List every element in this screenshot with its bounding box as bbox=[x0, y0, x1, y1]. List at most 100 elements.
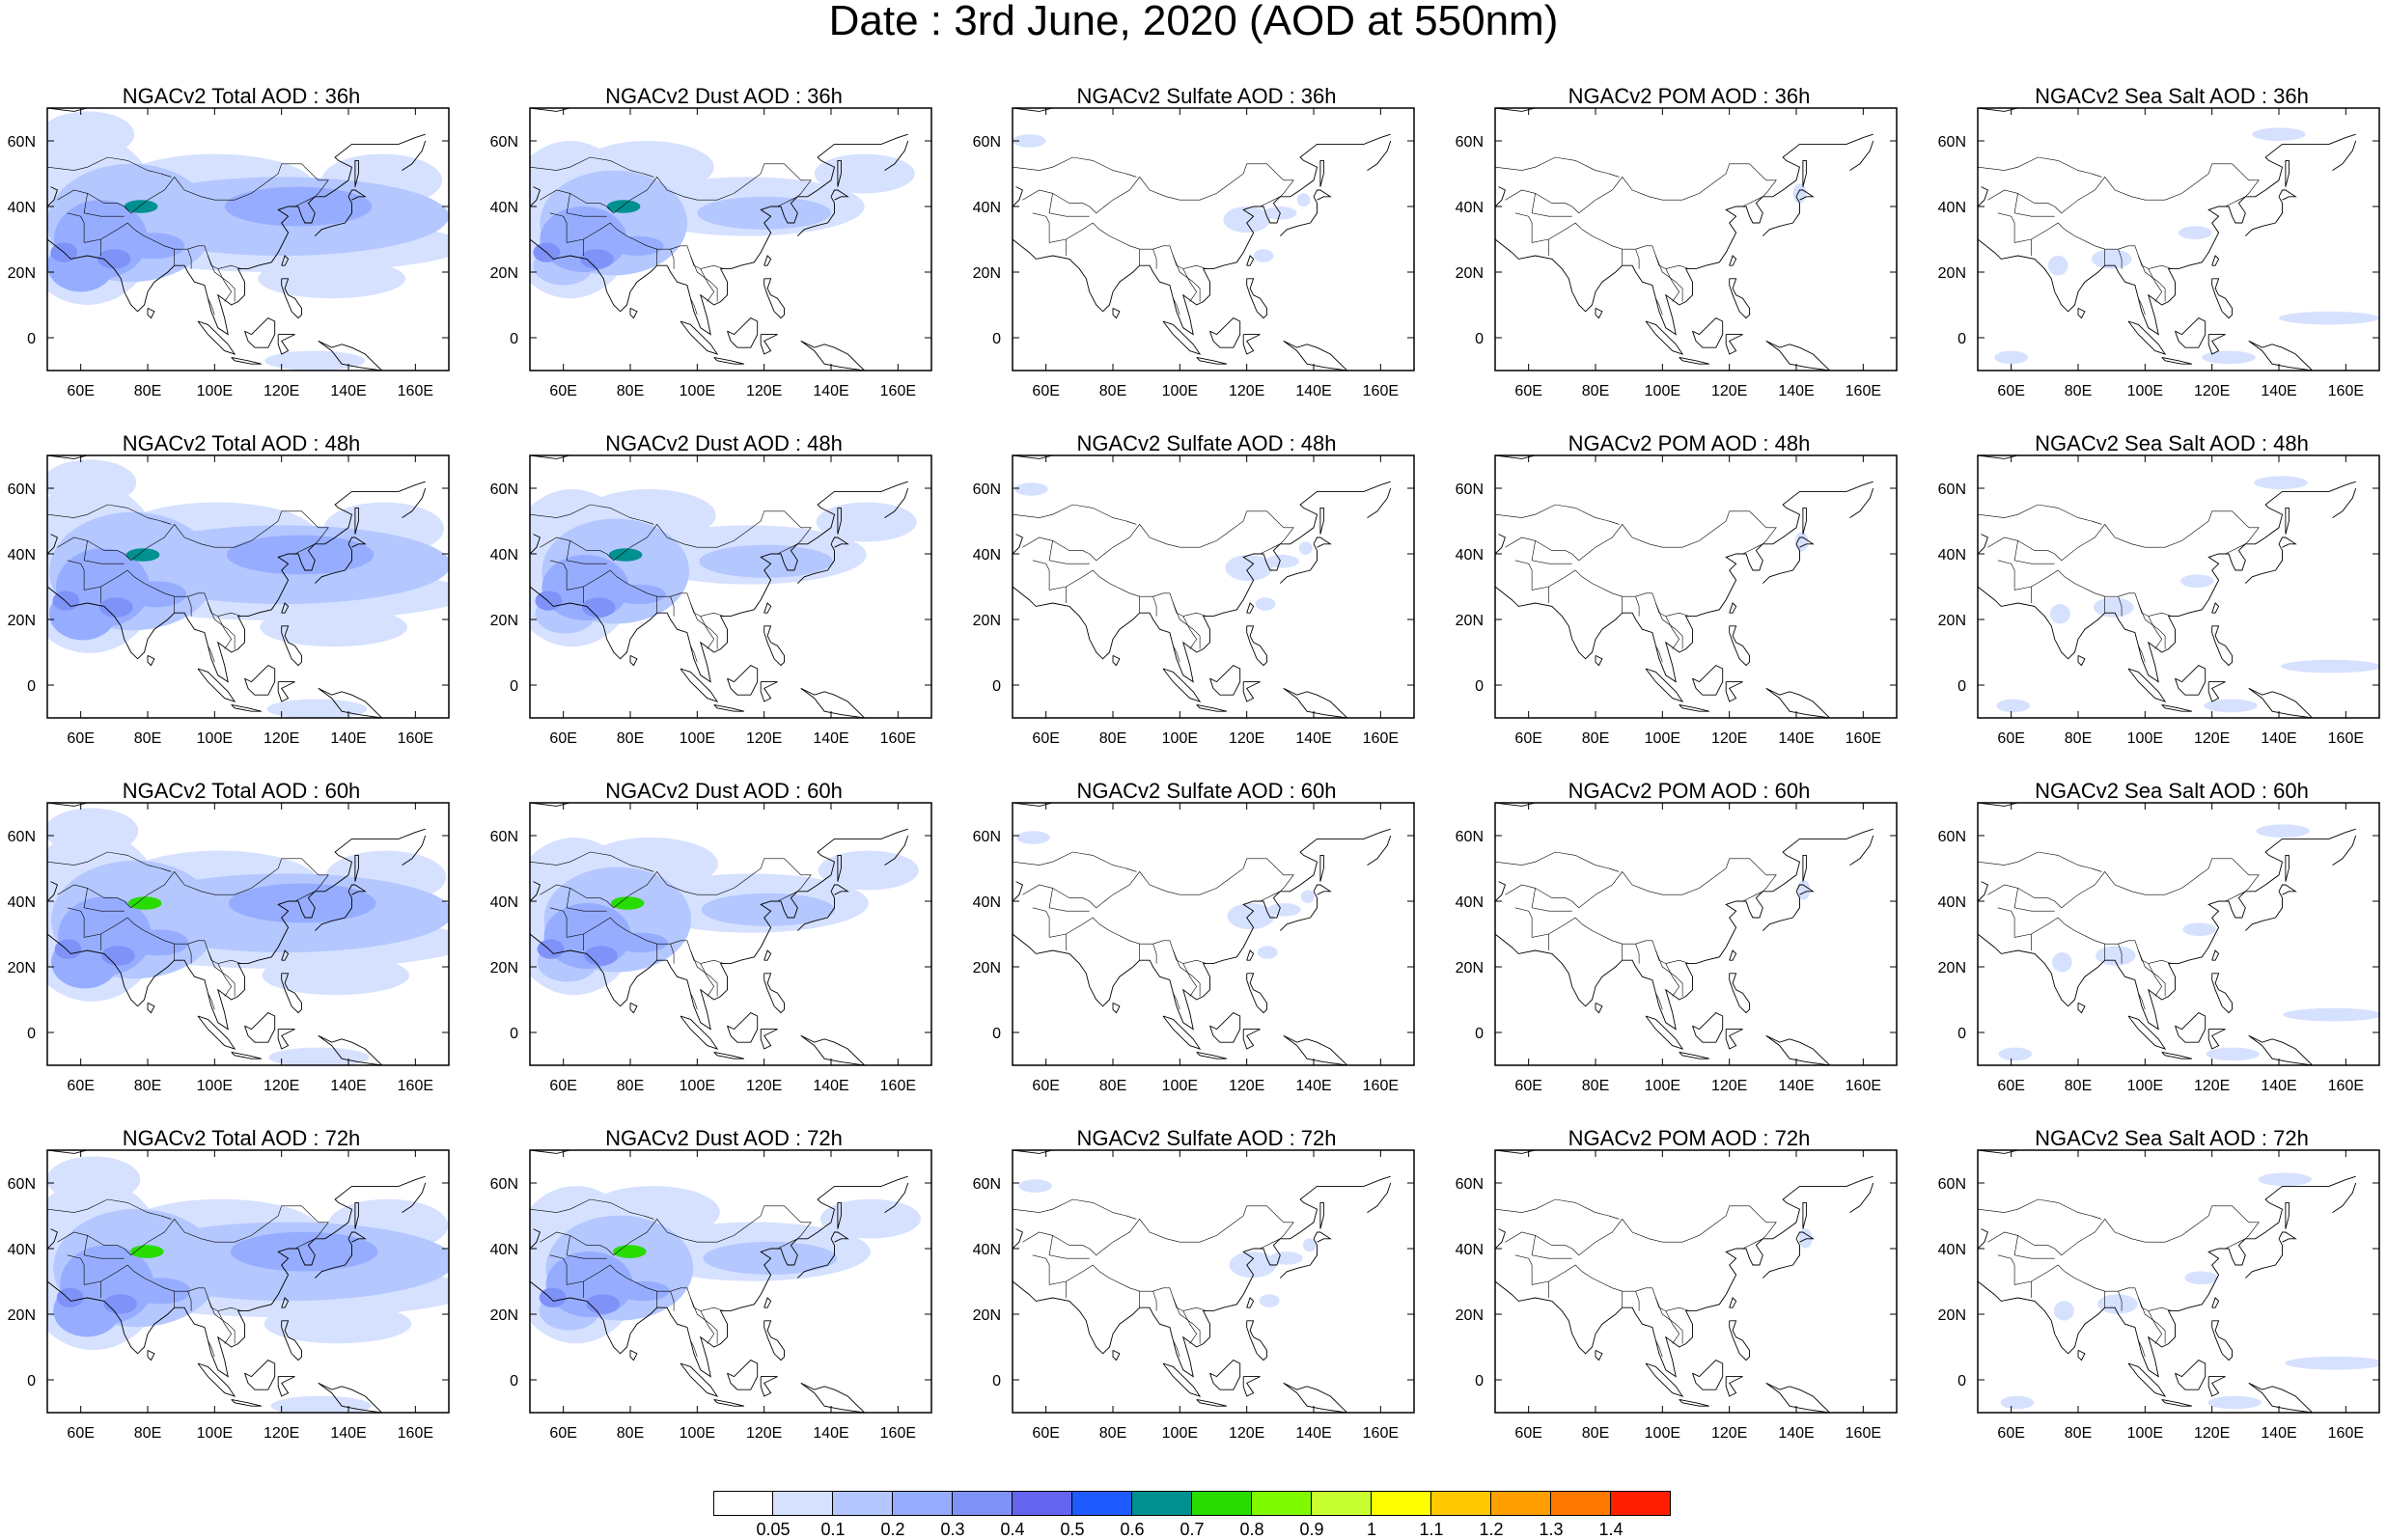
coastline bbox=[2244, 891, 2283, 931]
lat-tick-label: 60N bbox=[1938, 481, 1966, 498]
country-border bbox=[208, 993, 215, 1010]
aod-plume bbox=[1257, 946, 1278, 959]
lat-tick-label: 20N bbox=[973, 613, 1001, 629]
coastline bbox=[1765, 1382, 1831, 1413]
country-border bbox=[1997, 560, 2015, 591]
coastline bbox=[830, 884, 849, 895]
lat-tick-label: 40N bbox=[490, 547, 518, 564]
country-border bbox=[1495, 156, 1620, 178]
colorbar-label: 0.05 bbox=[756, 1520, 791, 1539]
coastline bbox=[354, 507, 359, 535]
lon-tick-label: 60E bbox=[1032, 1078, 1059, 1094]
lon-tick-label: 80E bbox=[2065, 383, 2092, 399]
country-border bbox=[1531, 1235, 1572, 1259]
coastline bbox=[1013, 455, 1053, 459]
lon-tick-label: 80E bbox=[134, 1078, 161, 1094]
coastline bbox=[2127, 1362, 2167, 1397]
lon-tick-label: 80E bbox=[134, 383, 161, 399]
aod-plume bbox=[537, 939, 565, 959]
colorbar-swatch bbox=[1192, 1491, 1252, 1516]
coastline bbox=[1802, 854, 1807, 882]
colorbar-label: 0.1 bbox=[820, 1520, 846, 1539]
country-border bbox=[160, 867, 172, 872]
country-border bbox=[530, 1198, 654, 1220]
map-frame bbox=[529, 107, 932, 371]
lat-tick-label: 20N bbox=[1938, 265, 1966, 282]
aod-plume bbox=[124, 233, 185, 260]
map-panel-r1-c5: NGACv2 Sea Salt AOD : 36h 60E 80E 100E 120E 1… bbox=[1930, 85, 2387, 413]
panel-title: NGACv2 POM AOD : 48h bbox=[1568, 431, 1811, 455]
country-border bbox=[47, 851, 172, 872]
map-plot: 60E 80E 100E 120E 140E 160E 60N 40N 20N 0 bbox=[1938, 802, 2380, 1094]
aod-field bbox=[530, 803, 931, 1065]
colorbar-label: 1.4 bbox=[1598, 1520, 1624, 1539]
country-border bbox=[1531, 540, 1572, 564]
coastline bbox=[2175, 1012, 2207, 1043]
country-border bbox=[1182, 1310, 1198, 1344]
coastline bbox=[231, 1051, 263, 1059]
coastline bbox=[796, 543, 835, 584]
lon-tick-label: 100E bbox=[2127, 730, 2163, 747]
country-border bbox=[1173, 602, 1201, 649]
coastline bbox=[884, 140, 909, 171]
map-plot: 60E 80E 100E 120E 140E 160E 60N 40N 20N 0 bbox=[490, 454, 932, 747]
country-border bbox=[530, 156, 654, 178]
lon-tick-label: 140E bbox=[2261, 1078, 2296, 1094]
coastline bbox=[1495, 186, 1506, 207]
country-border bbox=[1125, 867, 1137, 872]
coastline bbox=[530, 1175, 908, 1378]
country-border bbox=[1182, 963, 1198, 997]
panel-title: NGACv2 Dust AOD : 72h bbox=[605, 1126, 843, 1150]
coastlines bbox=[1495, 803, 1874, 1065]
aod-field bbox=[1978, 108, 2379, 371]
coastline bbox=[1242, 334, 1261, 355]
lat-tick-label: 60N bbox=[8, 481, 36, 498]
country-border bbox=[1514, 212, 1533, 243]
coastline bbox=[2211, 949, 2220, 961]
coastline bbox=[530, 481, 908, 683]
coastline bbox=[2278, 884, 2297, 895]
country-border bbox=[1505, 536, 1572, 555]
lat-tick-label: 20N bbox=[8, 265, 36, 282]
lon-tick-label: 80E bbox=[1099, 1078, 1126, 1094]
country-border bbox=[1032, 907, 1050, 938]
country-border bbox=[566, 540, 607, 564]
colorbar-label: 1.3 bbox=[1539, 1520, 1564, 1539]
lat-tick-label: 0 bbox=[510, 678, 518, 695]
coastlines bbox=[1013, 1150, 1392, 1413]
coastline bbox=[1495, 828, 1874, 1031]
coastline bbox=[713, 703, 745, 712]
coastline bbox=[1849, 835, 1874, 866]
country-border bbox=[1048, 540, 1090, 564]
lat-tick-label: 60N bbox=[1456, 829, 1484, 845]
aod-plume bbox=[1016, 831, 1050, 844]
country-border bbox=[549, 1254, 568, 1285]
lat-tick-label: 20N bbox=[973, 265, 1001, 282]
aod-plume bbox=[130, 1245, 164, 1258]
country-border bbox=[57, 884, 125, 902]
country-border bbox=[1152, 944, 1157, 964]
aod-plume bbox=[1227, 903, 1275, 930]
coastline bbox=[1495, 534, 1506, 555]
coastline bbox=[47, 534, 58, 555]
lat-tick-label: 20N bbox=[1456, 265, 1484, 282]
coastline bbox=[1367, 487, 1392, 518]
map-panel-r4-c3: NGACv2 Sulfate AOD : 72h 60E 80E 100E 120E 14… bbox=[965, 1127, 1448, 1455]
coastline bbox=[763, 255, 772, 266]
coastline bbox=[760, 681, 778, 702]
colorbar-label: 1.2 bbox=[1479, 1520, 1504, 1539]
map-plot: 60E 80E 100E 120E 140E 160E 60N 40N 20N 0 bbox=[973, 454, 1415, 747]
map-plot: 60E 80E 100E 120E 140E 160E 60N 40N 20N 0 bbox=[1938, 107, 2380, 399]
country-border bbox=[540, 884, 607, 902]
lon-tick-label: 80E bbox=[2065, 1425, 2092, 1442]
aod-plume bbox=[1018, 1179, 1052, 1193]
coastline bbox=[837, 159, 842, 187]
lon-tick-label: 100E bbox=[197, 1078, 233, 1094]
map-plot: 60E 80E 100E 120E 140E 160E 60N 40N 20N 0 bbox=[973, 1149, 1415, 1442]
country-border bbox=[1571, 858, 1777, 909]
country-border bbox=[160, 520, 172, 525]
country-border bbox=[1655, 255, 1683, 302]
coastline bbox=[2332, 835, 2357, 866]
lon-tick-label: 120E bbox=[1229, 1078, 1264, 1094]
colorbar: 0.05 0.1 0.2 0.3 0.4 0.5 0.6 0.7 0.8 0.9 1 1.1 1.2 1.… bbox=[713, 1491, 1671, 1539]
